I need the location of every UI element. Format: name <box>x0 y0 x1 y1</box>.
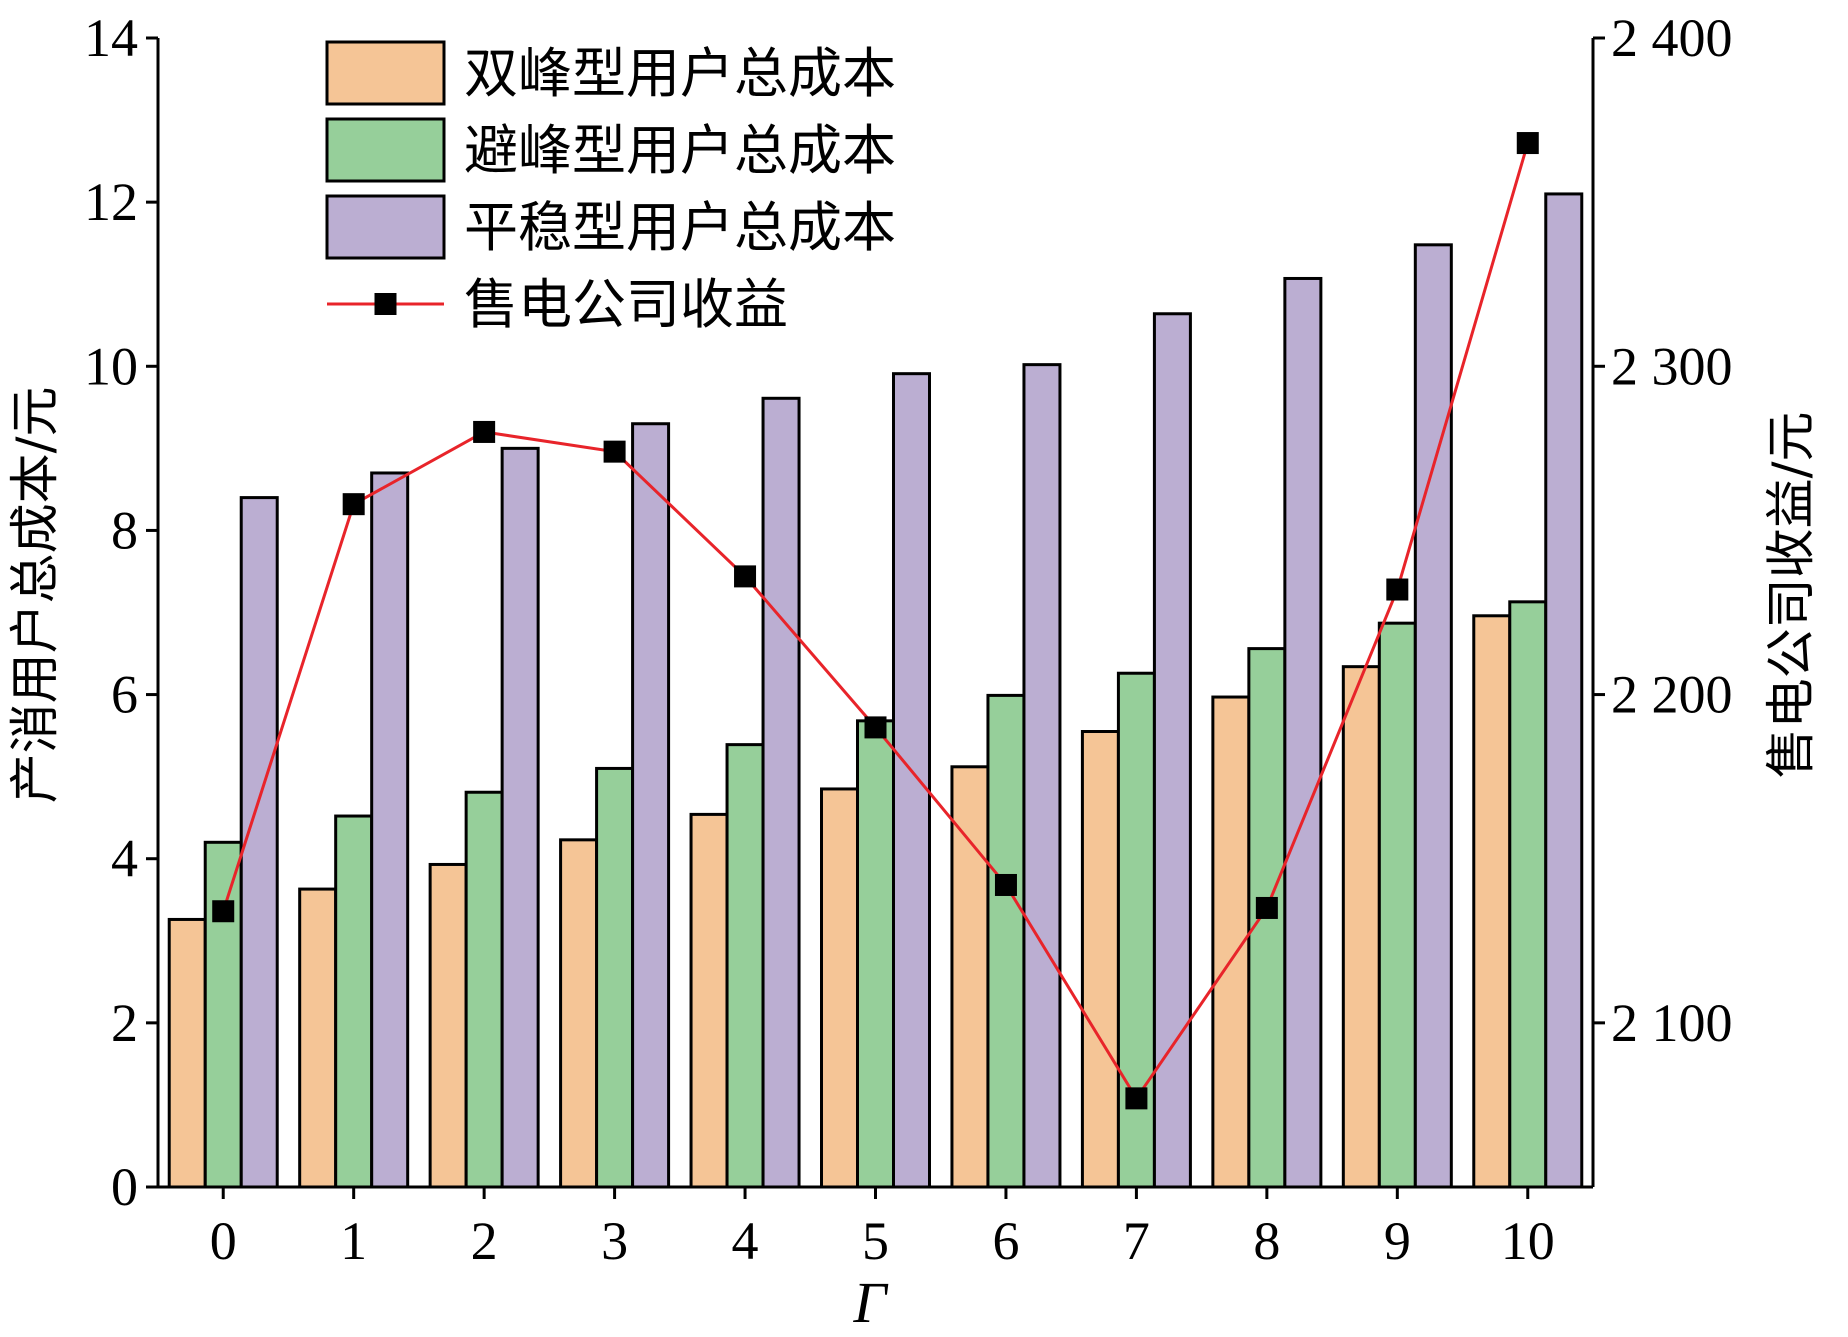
y-left-tick-label-4: 4 <box>111 829 138 889</box>
bar-series3-1 <box>370 471 410 1189</box>
legend-swatch-3 <box>325 194 446 260</box>
x-tick-label-1: 1 <box>340 1211 367 1271</box>
revenue-point-3 <box>603 440 626 463</box>
revenue-point-8 <box>1255 896 1278 919</box>
revenue-point-6 <box>994 873 1017 896</box>
revenue-point-7 <box>1125 1087 1148 1110</box>
x-tick-label-3: 3 <box>601 1211 628 1271</box>
bar-series1-5 <box>820 787 859 1189</box>
revenue-point-5 <box>864 716 887 739</box>
bar-series2-3 <box>595 766 635 1189</box>
bar-series1-10 <box>1472 614 1512 1189</box>
line-layer <box>212 132 1539 1110</box>
legend-label-1: 双峰型用户总成本 <box>464 42 896 105</box>
revenue-point-0 <box>212 900 235 923</box>
bar-series3-9 <box>1413 243 1453 1189</box>
bar-series3-10 <box>1544 192 1584 1189</box>
bar-series1-9 <box>1341 665 1381 1189</box>
bar-series3-3 <box>631 422 671 1189</box>
x-tick-label-9: 9 <box>1384 1211 1411 1271</box>
x-tick-label-2: 2 <box>471 1211 498 1271</box>
bar-series1-6 <box>950 765 990 1189</box>
legend-swatch-1 <box>325 40 446 106</box>
y-left-tick-label-0: 0 <box>111 1157 138 1217</box>
y-left-tick-label-2: 2 <box>111 993 138 1053</box>
bar-series1-7 <box>1080 730 1120 1189</box>
y-right-tick-label-2100: 2 100 <box>1611 993 1733 1053</box>
bars-layer <box>167 192 1584 1189</box>
bar-series1-2 <box>428 862 468 1189</box>
y-right-tick-label-2300: 2 300 <box>1611 336 1733 396</box>
bar-series3-5 <box>892 372 931 1189</box>
legend-marker-swatch <box>374 293 397 315</box>
bar-series2-0 <box>203 840 243 1189</box>
revenue-point-10 <box>1516 132 1539 155</box>
legend-label-4: 售电公司收益 <box>464 273 788 336</box>
bar-series2-5 <box>856 719 895 1189</box>
y-left-tick-label-10: 10 <box>84 336 138 396</box>
bar-series2-1 <box>334 814 374 1189</box>
y-left-tick-label-12: 12 <box>84 172 138 232</box>
bar-series1-0 <box>167 917 207 1189</box>
bar-series3-2 <box>500 446 540 1189</box>
bar-series1-1 <box>298 887 338 1189</box>
bar-series2-9 <box>1377 621 1417 1189</box>
x-tick-label-6: 6 <box>992 1211 1019 1271</box>
x-tick-label-10: 10 <box>1501 1211 1555 1271</box>
y-axis-left-title: 产消用户总成本/元 <box>6 387 64 804</box>
bar-series2-7 <box>1116 671 1156 1189</box>
bar-series3-6 <box>1022 363 1062 1189</box>
bar-series2-2 <box>464 790 504 1189</box>
revenue-point-4 <box>734 565 757 588</box>
revenue-point-9 <box>1386 578 1409 601</box>
legend-swatch-2 <box>325 117 446 183</box>
x-axis-title: Γ <box>853 1270 889 1335</box>
bar-series3-7 <box>1152 312 1192 1189</box>
y-left-tick-label-6: 6 <box>111 665 138 725</box>
x-tick-label-5: 5 <box>862 1211 889 1271</box>
y-axis-right-title: 售电公司收益/元 <box>1762 412 1820 779</box>
x-tick-label-4: 4 <box>732 1211 759 1271</box>
legend-label-3: 平稳型用户总成本 <box>464 196 896 259</box>
y-left-tick-label-8: 8 <box>111 500 138 560</box>
bar-series2-6 <box>986 693 1026 1189</box>
bar-series2-10 <box>1508 600 1548 1189</box>
revenue-point-1 <box>342 493 365 516</box>
bar-series3-8 <box>1283 276 1323 1189</box>
bar-series2-4 <box>725 743 765 1189</box>
y-right-tick-label-2200: 2 200 <box>1611 665 1733 725</box>
legend-label-2: 避峰型用户总成本 <box>464 119 896 182</box>
x-tick-label-0: 0 <box>210 1211 237 1271</box>
bar-series1-4 <box>689 812 729 1189</box>
x-tick-label-7: 7 <box>1123 1211 1150 1271</box>
bar-series1-3 <box>559 838 599 1189</box>
y-left-tick-label-14: 14 <box>84 8 138 68</box>
revenue-point-2 <box>473 420 496 443</box>
y-right-tick-label-2400: 2 400 <box>1611 8 1733 68</box>
x-tick-label-8: 8 <box>1253 1211 1280 1271</box>
bar-series3-4 <box>761 396 801 1189</box>
